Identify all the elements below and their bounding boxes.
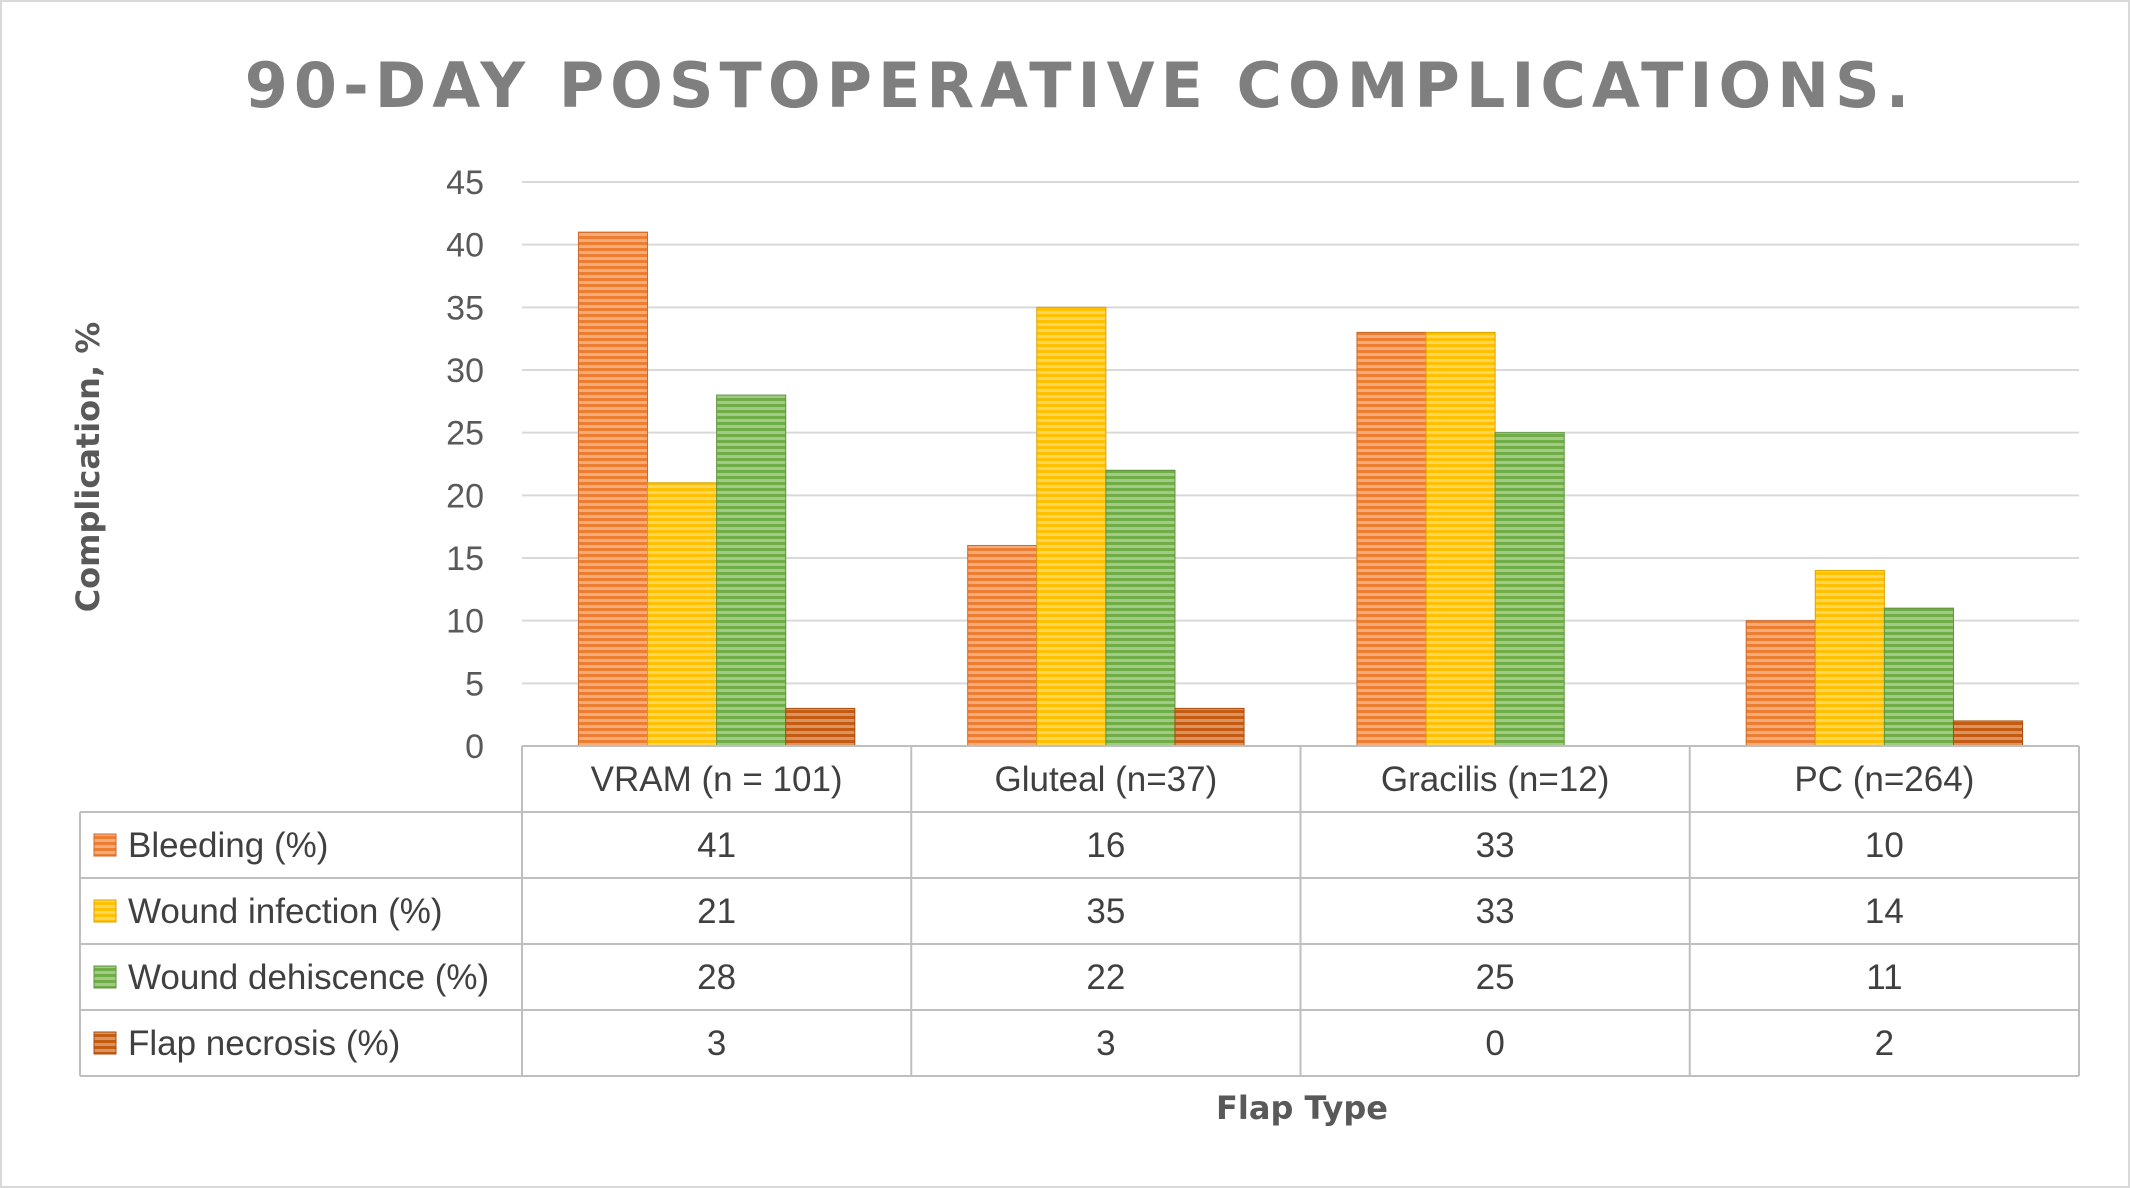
- table-value-flap-necrosis: 3: [1096, 1024, 1115, 1063]
- y-tick-label: 0: [465, 728, 484, 766]
- x-category-label: Gracilis (n=12): [1381, 760, 1610, 799]
- bar-flap-necrosis-vram: [785, 707, 856, 747]
- table-value-wound-infection: 14: [1865, 892, 1904, 931]
- y-axis-title: Complication, %: [69, 322, 107, 613]
- x-axis-title: Flap Type: [1216, 1089, 1388, 1127]
- bar-wound-dehiscence-pc: [1883, 607, 1954, 747]
- bar-wound-dehiscence-gracilis: [1494, 432, 1565, 747]
- y-tick-label: 15: [446, 540, 484, 578]
- y-tick-label: 40: [446, 227, 484, 265]
- table-value-flap-necrosis: 3: [707, 1024, 726, 1063]
- bar-wound-infection-gluteal: [1036, 306, 1107, 747]
- data-table: VRAM (n = 101) Gluteal (n=37) Gracilis (n=…: [79, 745, 2080, 1077]
- legend-key-flap-necrosis: [93, 1031, 117, 1055]
- bar-bleeding-vram: [577, 231, 649, 747]
- table-value-flap-necrosis: 0: [1485, 1024, 1504, 1063]
- y-tick-label: 10: [446, 603, 484, 641]
- table-value-bleeding: 41: [697, 826, 736, 865]
- y-tick-label: 25: [446, 415, 484, 453]
- table-value-wound-infection: 21: [697, 892, 736, 931]
- legend-key-wound-infection: [93, 899, 117, 923]
- legend-label-flap-necrosis: Flap necrosis (%): [128, 1024, 400, 1063]
- table-value-wound-infection: 35: [1086, 892, 1125, 931]
- table-value-wound-dehiscence: 25: [1476, 958, 1515, 997]
- y-tick-label: 5: [465, 665, 484, 703]
- legend-key-bleeding: [93, 833, 117, 857]
- table-value-wound-dehiscence: 22: [1086, 958, 1125, 997]
- bar-bleeding-gracilis: [1356, 331, 1427, 747]
- bar-wound-dehiscence-gluteal: [1105, 469, 1176, 747]
- table-value-bleeding: 33: [1476, 826, 1515, 865]
- table-value-wound-dehiscence: 11: [1866, 958, 1902, 997]
- table-value-wound-infection: 33: [1476, 892, 1515, 931]
- legend-label-bleeding: Bleeding (%): [128, 826, 328, 865]
- bar-bleeding-gluteal: [967, 544, 1038, 747]
- bar-wound-infection-gracilis: [1425, 331, 1496, 747]
- bar-wound-dehiscence-vram: [716, 394, 787, 747]
- bar-flap-necrosis-gluteal: [1174, 707, 1245, 747]
- table-value-wound-dehiscence: 28: [697, 958, 736, 997]
- bar-wound-infection-pc: [1814, 570, 1885, 747]
- bar-wound-infection-vram: [647, 482, 718, 747]
- y-tick-label: 20: [446, 477, 484, 515]
- y-tick-label: 30: [446, 352, 484, 390]
- x-category-label: VRAM (n = 101): [591, 760, 843, 799]
- table-value-bleeding: 10: [1865, 826, 1904, 865]
- y-axis-ticks: 0 5 10 15 20 25 30 35 40 45: [446, 164, 484, 766]
- x-category-label: PC (n=264): [1794, 760, 1974, 799]
- legend-label-wound-infection: Wound infection (%): [128, 892, 443, 931]
- bar-bleeding-pc: [1745, 620, 1816, 747]
- bars: [577, 231, 2024, 747]
- chart-title: 90-DAY POSTOPERATIVE COMPLICATIONS.: [245, 49, 1916, 122]
- bar-flap-necrosis-pc: [1952, 720, 2024, 747]
- table-value-bleeding: 16: [1086, 826, 1125, 865]
- legend-key-wound-dehiscence: [93, 965, 117, 989]
- y-tick-label: 45: [446, 164, 484, 202]
- legend-label-wound-dehiscence: Wound dehiscence (%): [128, 958, 489, 997]
- table-value-flap-necrosis: 2: [1875, 1024, 1894, 1063]
- x-category-label: Gluteal (n=37): [994, 760, 1217, 799]
- y-tick-label: 35: [446, 289, 484, 327]
